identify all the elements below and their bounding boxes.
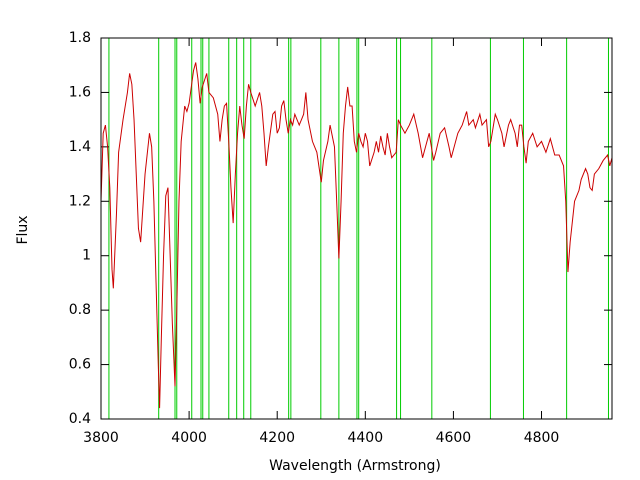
y-tick-label: 1.8 xyxy=(69,30,91,46)
y-tick-label: 1.4 xyxy=(69,139,91,155)
y-tick-label: 1 xyxy=(82,248,91,264)
x-axis-label: Wavelength (Armstrong) xyxy=(269,458,441,474)
x-tick-label: 4200 xyxy=(259,430,295,446)
y-tick-label: 1.6 xyxy=(69,84,91,100)
y-tick-label: 0.4 xyxy=(69,411,91,427)
y-tick-label: 0.8 xyxy=(69,302,91,318)
x-tick-label: 3800 xyxy=(83,430,119,446)
data-line xyxy=(100,62,613,409)
x-tick-label: 4600 xyxy=(436,430,472,446)
y-tick-label: 0.6 xyxy=(69,357,91,373)
x-tick-label: 4400 xyxy=(347,430,383,446)
x-tick-label: 4800 xyxy=(524,430,560,446)
x-tick-label: 4000 xyxy=(171,430,207,446)
y-tick-label: 1.2 xyxy=(69,193,91,209)
plot-border xyxy=(100,37,613,420)
y-axis-label: Flux xyxy=(15,215,31,244)
